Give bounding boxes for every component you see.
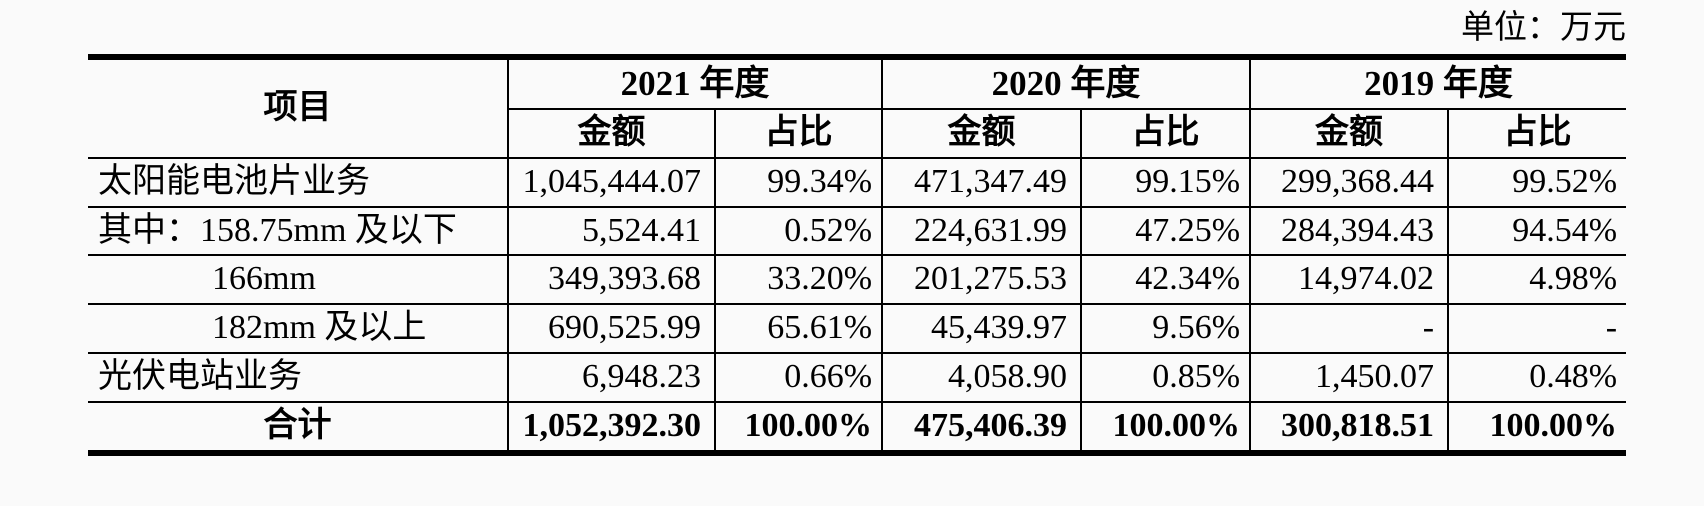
column-header-amount-2019: 金额 xyxy=(1249,108,1450,159)
amount-2020: 4,058.90 xyxy=(881,351,1083,403)
total-amount-2020: 475,406.39 xyxy=(881,400,1083,454)
column-header-amount-2020: 金额 xyxy=(881,108,1083,159)
total-ratio-2019: 100.00% xyxy=(1447,400,1627,454)
ratio-2020: 99.15% xyxy=(1080,156,1252,208)
ratio-2019: - xyxy=(1447,303,1627,354)
total-amount-2021: 1,052,392.30 xyxy=(507,400,716,454)
item-label: 太阳能电池片业务 xyxy=(88,156,509,208)
item-label: 其中：158.75mm 及以下 xyxy=(88,205,509,257)
ratio-2021: 65.61% xyxy=(713,303,884,354)
column-header-ratio-2020: 占比 xyxy=(1080,108,1252,159)
ratio-2020: 47.25% xyxy=(1080,205,1252,257)
revenue-breakdown-table: 项目 2021 年度 2020 年度 2019 年度 金额 占比 金额 占比 金… xyxy=(88,54,1627,456)
ratio-2021: 33.20% xyxy=(713,254,884,306)
table-row-158mm-and-below: 其中：158.75mm 及以下 5,524.41 0.52% 224,631.9… xyxy=(88,205,1627,257)
column-header-ratio-2021: 占比 xyxy=(713,108,884,159)
amount-2021: 5,524.41 xyxy=(507,205,716,257)
amount-2019: 14,974.02 xyxy=(1249,254,1450,306)
ratio-2020: 42.34% xyxy=(1080,254,1252,306)
ratio-2019: 94.54% xyxy=(1447,205,1627,257)
total-ratio-2021: 100.00% xyxy=(713,400,884,454)
table-row-182mm-and-above: 182mm 及以上 690,525.99 65.61% 45,439.97 9.… xyxy=(88,303,1627,354)
item-label: 166mm xyxy=(88,254,509,306)
total-amount-2019: 300,818.51 xyxy=(1249,400,1450,454)
amount-2021: 6,948.23 xyxy=(507,351,716,403)
total-label: 合计 xyxy=(88,400,509,454)
amount-2019: - xyxy=(1249,303,1450,354)
column-header-year-2019: 2019 年度 xyxy=(1249,56,1627,110)
amount-2019: 284,394.43 xyxy=(1249,205,1450,257)
item-label: 182mm 及以上 xyxy=(88,303,509,354)
amount-2019: 299,368.44 xyxy=(1249,156,1450,208)
column-header-year-2021: 2021 年度 xyxy=(506,56,884,110)
ratio-2020: 0.85% xyxy=(1080,351,1252,403)
total-ratio-2020: 100.00% xyxy=(1080,400,1252,454)
year-header-row: 项目 2021 年度 2020 年度 2019 年度 xyxy=(88,56,1627,159)
amount-2019: 1,450.07 xyxy=(1249,351,1450,403)
column-header-ratio-2019: 占比 xyxy=(1447,108,1627,159)
ratio-2021: 99.34% xyxy=(713,156,884,208)
ratio-2020: 9.56% xyxy=(1080,303,1252,354)
table-row-solar-cell-business: 太阳能电池片业务 1,045,444.07 99.34% 471,347.49 … xyxy=(88,156,1627,208)
amount-2020: 201,275.53 xyxy=(881,254,1083,306)
total-row: 合计 1,052,392.30 100.00% 475,406.39 100.0… xyxy=(88,400,1627,454)
ratio-2019: 4.98% xyxy=(1447,254,1627,306)
ratio-2019: 0.48% xyxy=(1447,351,1627,403)
amount-2020: 471,347.49 xyxy=(881,156,1083,208)
column-header-amount-2021: 金额 xyxy=(508,108,716,159)
ratio-2021: 0.66% xyxy=(713,351,884,403)
column-header-item: 项目 xyxy=(88,56,509,159)
amount-2020: 224,631.99 xyxy=(881,205,1083,257)
amount-2021: 1,045,444.07 xyxy=(507,156,716,208)
table-row-166mm: 166mm 349,393.68 33.20% 201,275.53 42.34… xyxy=(88,254,1627,306)
subheader-row: 金额 占比 金额 占比 金额 占比 xyxy=(88,108,1627,159)
unit-label: 单位：万元 xyxy=(1461,10,1626,46)
amount-2021: 349,393.68 xyxy=(507,254,716,306)
table-row-pv-station-business: 光伏电站业务 6,948.23 0.66% 4,058.90 0.85% 1,4… xyxy=(88,351,1627,403)
item-label: 光伏电站业务 xyxy=(88,351,509,403)
column-header-year-2020: 2020 年度 xyxy=(881,56,1252,110)
ratio-2021: 0.52% xyxy=(713,205,884,257)
ratio-2019: 99.52% xyxy=(1447,156,1627,208)
amount-2020: 45,439.97 xyxy=(881,303,1083,354)
amount-2021: 690,525.99 xyxy=(507,303,716,354)
